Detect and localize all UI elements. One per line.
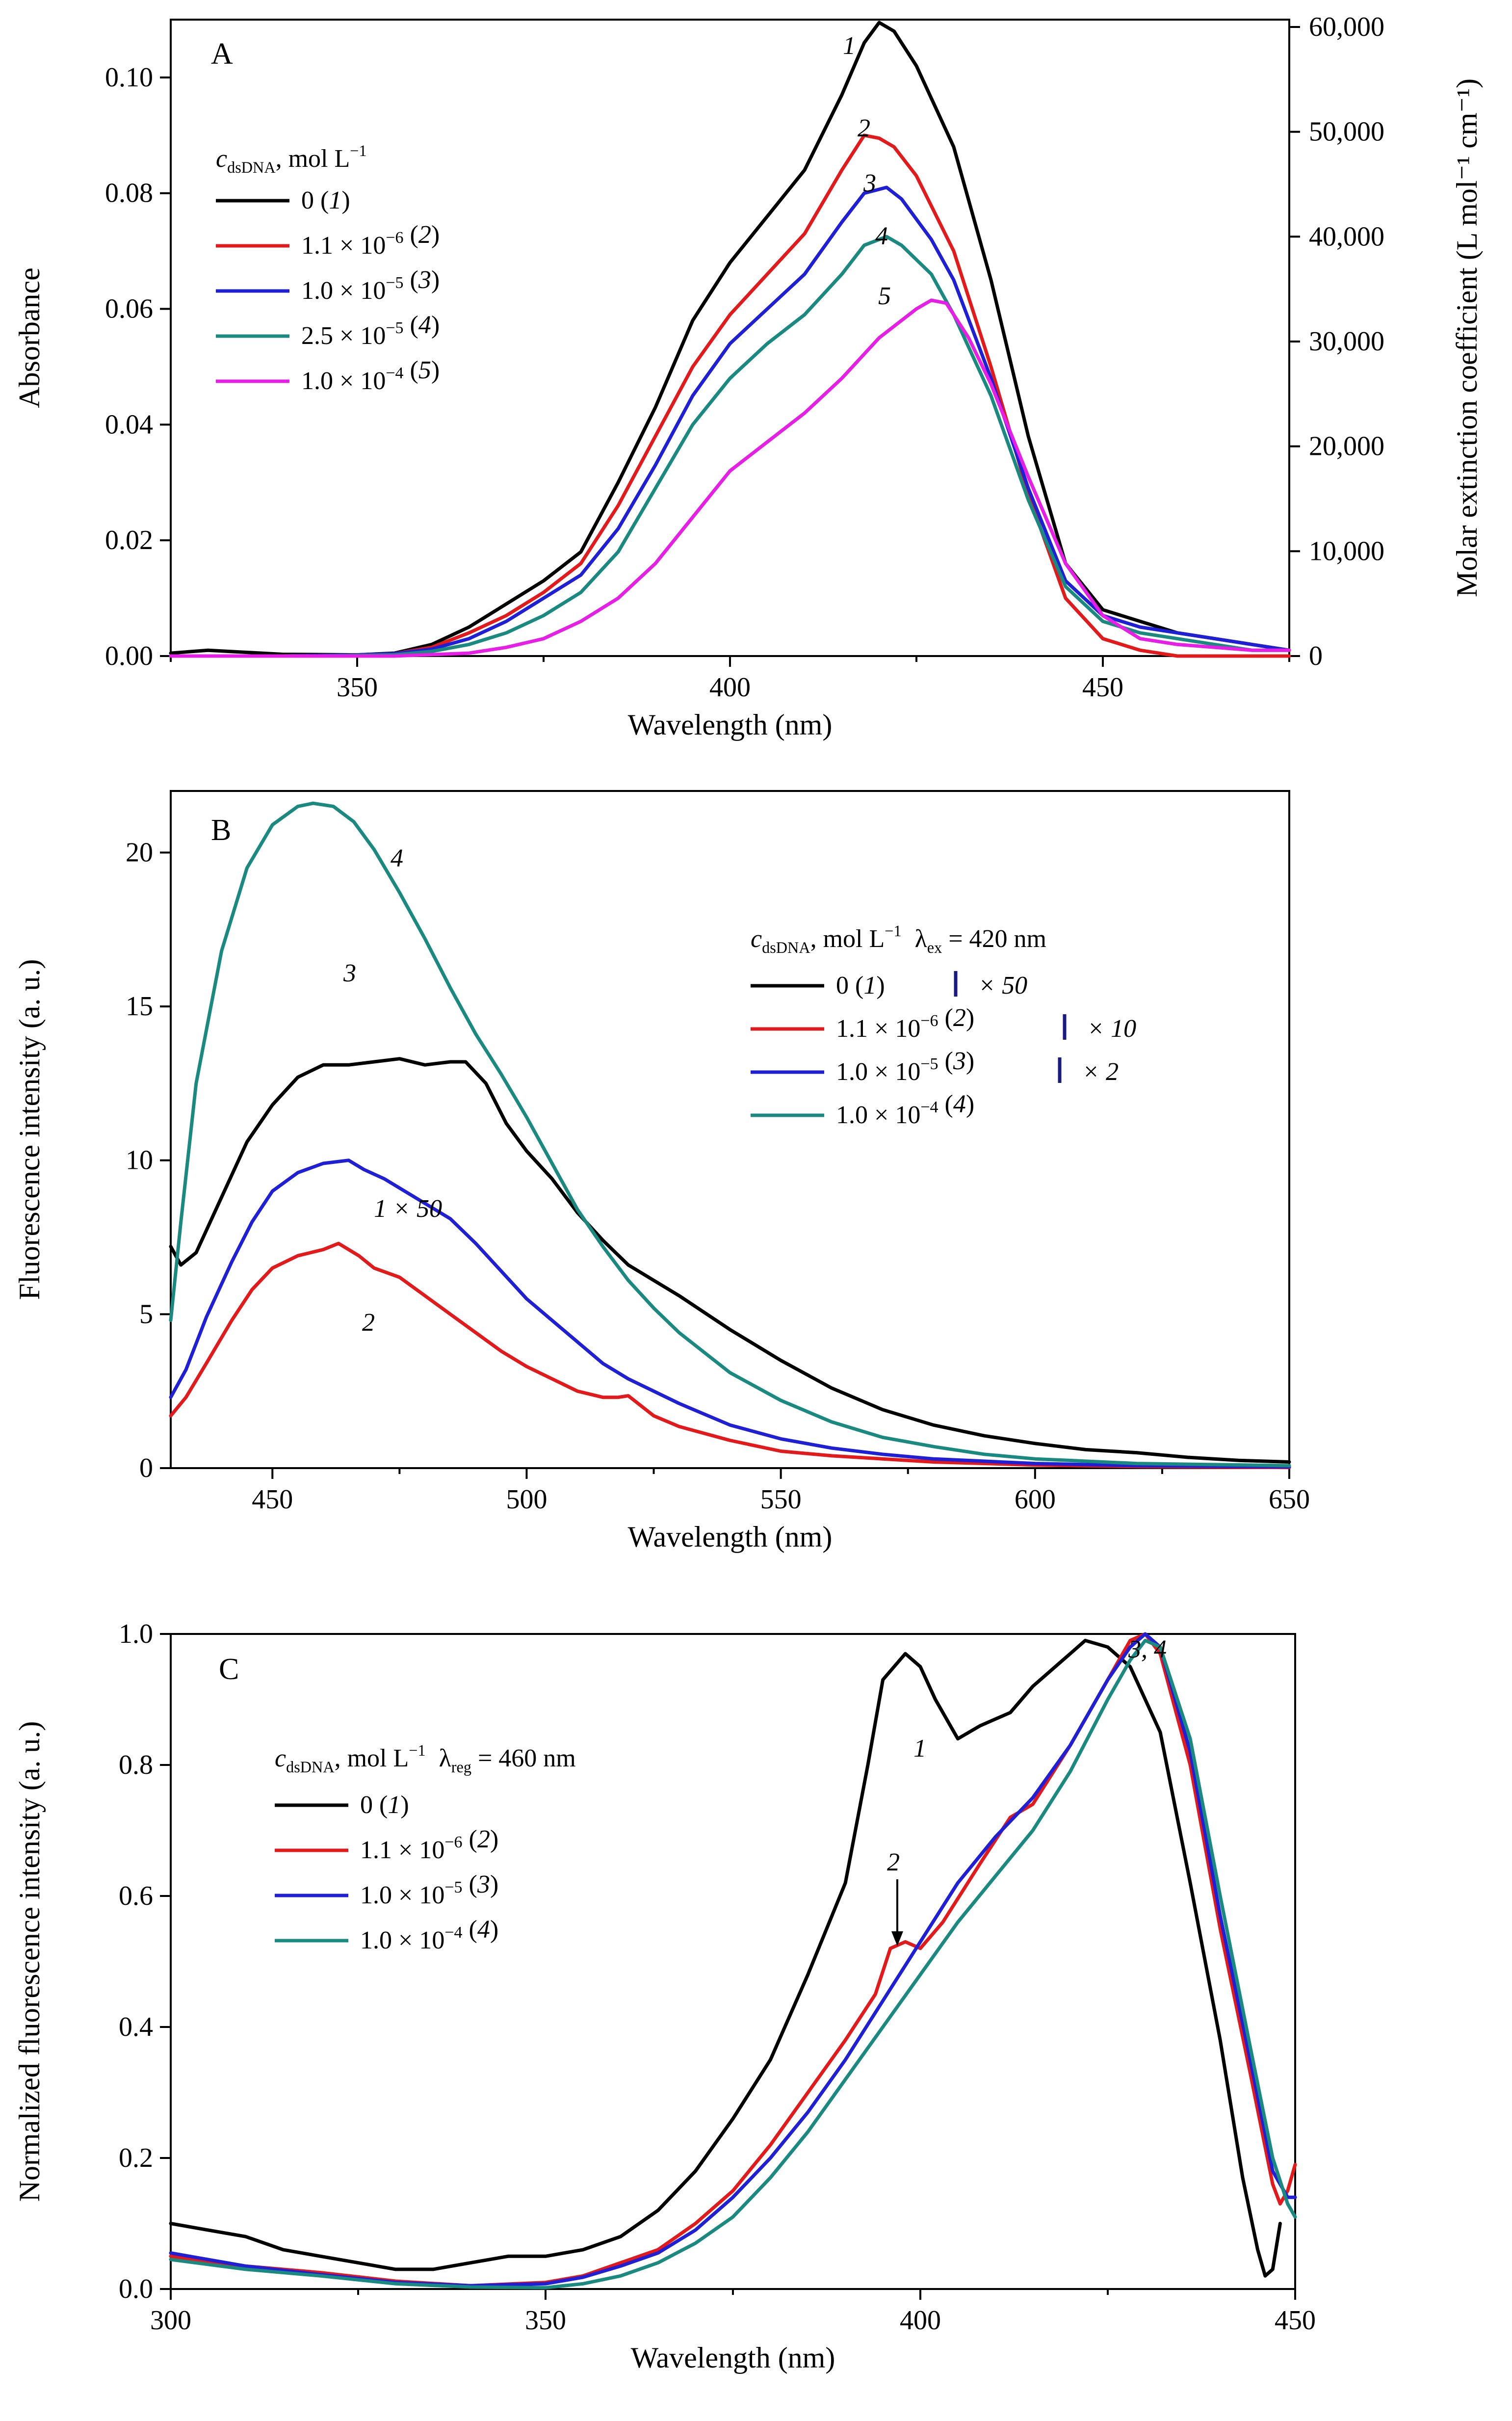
legend-title: cdsDNA, mol L−1 λreg = 460 nm — [275, 1741, 576, 1776]
y-tick-label: 0.06 — [105, 294, 153, 324]
legend-entry-label: 1.0 × 10−5 (3) — [301, 266, 440, 305]
y-axis-title: Normalized fluorescence intensity (a. u.… — [13, 1721, 46, 2202]
y2-tick-label: 30,000 — [1309, 326, 1384, 357]
y-tick-label: 0.04 — [105, 409, 153, 440]
y-tick-label: 0 — [139, 1453, 153, 1483]
y2-tick-label: 10,000 — [1309, 536, 1384, 566]
arrow-head-icon — [891, 1931, 903, 1946]
plot-frame — [170, 790, 1290, 1469]
legend-entry-label: 1.1 × 10−6 (2) — [360, 1825, 498, 1864]
x-tick-label: 450 — [1275, 2305, 1316, 2336]
curve-label-2: 2 — [887, 1848, 900, 1876]
y-tick-label: 0.00 — [105, 641, 153, 671]
panel-c: 300 350 400 450 0.0 0.2 0.4 0.6 0.8 1.0 Wavelength… — [13, 1619, 1316, 2374]
legend-entry-label: 1.1 × 10−6 (2) — [301, 221, 440, 260]
legend-entry-label: 0 (1) — [360, 1791, 409, 1819]
y-tick-label: 15 — [126, 991, 153, 1022]
curve-label-3: 3 — [343, 959, 356, 987]
scale-factor-label: × 50 — [978, 972, 1027, 1000]
y2-tick-label: 0 — [1309, 641, 1323, 671]
legend-title: cdsDNA, mol L−1 λex = 420 nm — [751, 922, 1046, 956]
curve-label-4: 4 — [875, 222, 888, 250]
y2-tick-label: 20,000 — [1309, 431, 1384, 462]
curve-label-3: 3 — [863, 169, 876, 197]
legend-entry-label: 1.0 × 10−5 (3) — [360, 1870, 498, 1909]
curve-label-2: 2 — [858, 114, 870, 142]
legend-title: cdsDNA, mol L−1 — [216, 142, 367, 176]
legend-entry-label: 1.0 × 10−4 (4) — [836, 1090, 974, 1129]
x-axis-title: Wavelength (nm) — [631, 2342, 835, 2374]
series-line-1 — [169, 21, 1291, 657]
y-tick-label: 0.10 — [105, 62, 153, 93]
series-line-4 — [169, 1638, 1297, 2289]
legend-entry-label: 1.1 × 10−6 (2) — [836, 1004, 974, 1043]
panel-letter: B — [211, 814, 231, 847]
y-tick-label: 1.0 — [119, 1619, 153, 1649]
y-tick-label: 10 — [126, 1145, 153, 1176]
legend-entry-label: 0 (1) — [301, 186, 350, 214]
x-axis-title: Wavelength (nm) — [628, 1521, 833, 1553]
series-line-2 — [169, 1241, 1291, 1470]
legend-entry-label: 1.0 × 10−5 (3) — [836, 1047, 974, 1086]
scale-factor-label: × 10 — [1087, 1015, 1136, 1043]
x-tick-label: 550 — [760, 1484, 802, 1515]
y-axis-title: Fluorescence intensity (a. u.) — [13, 959, 46, 1300]
x-tick-label: 400 — [900, 2305, 941, 2336]
series-line-2 — [169, 1632, 1297, 2288]
curve-label-5: 5 — [878, 282, 891, 310]
curve-label-3-4: 3, 4 — [1128, 1635, 1167, 1663]
series-line-1 — [169, 1638, 1282, 2278]
y-tick-label: 0.2 — [119, 2143, 153, 2173]
x-tick-label: 650 — [1269, 1484, 1310, 1515]
legend-entry-label: 0 (1) — [836, 972, 885, 1000]
y-tick-label: 5 — [139, 1299, 153, 1329]
y2-tick-label: 50,000 — [1309, 117, 1384, 147]
y-tick-label: 0.8 — [119, 1750, 153, 1780]
y-tick-label: 0.02 — [105, 525, 153, 555]
x-tick-label: 500 — [506, 1484, 547, 1515]
y-tick-label: 0.0 — [119, 2274, 153, 2304]
curve-label-1-scale: 1 × 50 — [374, 1195, 442, 1223]
legend-entry-label: 2.5 × 10−5 (4) — [301, 311, 440, 350]
y2-tick-label: 40,000 — [1309, 221, 1384, 252]
scale-factor-label: × 2 — [1082, 1058, 1119, 1086]
y-tick-label: 0.08 — [105, 178, 153, 209]
panel-a: 350 400 4500.000.020.040.060.080.10Wavelen… — [13, 12, 1483, 741]
x-tick-label: 450 — [252, 1484, 293, 1515]
x-tick-label: 400 — [709, 672, 751, 703]
y-tick-label: 20 — [126, 837, 153, 868]
y2-tick-label: 60,000 — [1309, 12, 1384, 42]
panel-b: 450 500 550 600 650 0 5 10 15 20 Wavelength (nm) Fl… — [13, 790, 1310, 1553]
curve-label-1: 1 — [913, 1735, 926, 1763]
x-tick-label: 350 — [337, 672, 378, 703]
panel-letter: A — [211, 37, 233, 71]
y-axis-title: Absorbance — [13, 267, 46, 408]
x-tick-label: 450 — [1082, 672, 1123, 703]
curve-label-1: 1 — [843, 32, 856, 60]
panel-letter: C — [219, 1653, 239, 1686]
x-tick-label: 600 — [1015, 1484, 1056, 1515]
x-tick-label: 300 — [150, 2305, 191, 2336]
curve-label-2: 2 — [362, 1309, 375, 1337]
curve-label-4: 4 — [391, 844, 403, 872]
series-line-4 — [169, 801, 1291, 1468]
y-tick-label: 0.4 — [119, 2012, 153, 2042]
legend-entry-label: 1.0 × 10−4 (5) — [301, 356, 440, 395]
series-line-3 — [169, 1158, 1291, 1469]
y2-axis-title: Molar extinction coefficient (L mol⁻¹ cm… — [1451, 79, 1483, 597]
legend-entry-label: 1.0 × 10−4 (4) — [360, 1916, 498, 1954]
x-axis-title: Wavelength (nm) — [628, 709, 833, 741]
series-line-5 — [169, 298, 1291, 658]
y-tick-label: 0.6 — [119, 1881, 153, 1911]
series-line-1 — [169, 1057, 1291, 1464]
x-tick-label: 350 — [525, 2305, 566, 2336]
series-line-3 — [169, 1632, 1297, 2288]
